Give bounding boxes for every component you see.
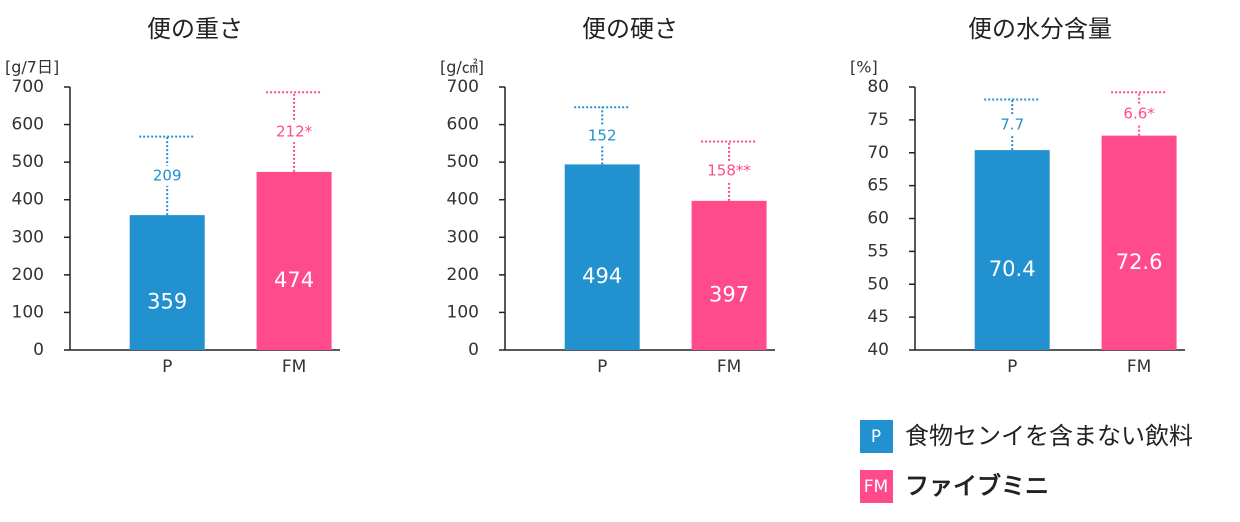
value-label: 70.4 <box>989 257 1036 281</box>
bar <box>564 164 640 350</box>
error-label-bg <box>1115 103 1164 124</box>
value-label: 72.6 <box>1116 250 1163 274</box>
bar <box>256 171 332 350</box>
y-tick-label: 60 <box>867 209 889 229</box>
y-axis-label: [%] <box>850 58 878 77</box>
y-axis-label: [g/㎠] <box>440 58 484 77</box>
legend-label: ファイブミニ <box>905 472 1049 500</box>
error-label: 158** <box>707 162 751 180</box>
y-tick-label: 400 <box>447 190 479 210</box>
x-tick-label: P <box>1007 357 1017 377</box>
error-label-bg <box>705 161 754 182</box>
error-label: 152 <box>588 126 617 144</box>
y-tick-label: 55 <box>867 241 889 261</box>
chart-title: 便の重さ <box>147 15 243 43</box>
bar <box>129 215 205 350</box>
y-tick-label: 0 <box>468 340 479 360</box>
legend-swatch <box>860 420 893 453</box>
error-label-bg <box>578 125 627 146</box>
error-label-bg <box>270 122 319 143</box>
y-tick-label: 75 <box>867 110 889 130</box>
y-tick-label: 45 <box>867 307 889 327</box>
value-label: 474 <box>274 268 314 292</box>
legend-swatch <box>860 470 893 503</box>
y-tick-label: 65 <box>867 176 889 196</box>
bar <box>1101 135 1177 350</box>
y-tick-label: 600 <box>447 115 479 135</box>
error-label: 7.7 <box>1000 115 1024 133</box>
y-tick-label: 40 <box>867 340 889 360</box>
value-label: 359 <box>147 290 187 314</box>
x-tick-label: P <box>162 357 172 377</box>
value-label: 397 <box>709 282 749 306</box>
y-tick-label: 70 <box>867 143 889 163</box>
x-tick-label: P <box>597 357 607 377</box>
x-tick-label: FM <box>1127 357 1151 377</box>
y-tick-label: 300 <box>447 227 479 247</box>
y-tick-label: 700 <box>447 77 479 97</box>
y-tick-label: 500 <box>12 152 44 172</box>
error-label-bg <box>988 114 1037 135</box>
y-tick-label: 80 <box>867 77 889 97</box>
y-tick-label: 400 <box>12 190 44 210</box>
value-label: 494 <box>582 264 622 288</box>
error-label: 212* <box>276 123 313 141</box>
y-tick-label: 300 <box>12 227 44 247</box>
x-tick-label: FM <box>282 357 306 377</box>
y-axis-label: [g/7日] <box>5 58 59 77</box>
legend-label: 食物センイを含まない飲料 <box>905 422 1193 450</box>
legend-key: FM <box>864 477 888 497</box>
error-label-bg <box>143 165 192 186</box>
y-tick-label: 200 <box>447 265 479 285</box>
chart-title: 便の水分含量 <box>968 15 1112 43</box>
error-label: 209 <box>153 166 182 184</box>
chart-title: 便の硬さ <box>582 15 678 43</box>
y-tick-label: 200 <box>12 265 44 285</box>
y-tick-label: 600 <box>12 115 44 135</box>
legend-key: P <box>871 427 881 447</box>
y-tick-label: 50 <box>867 274 889 294</box>
y-tick-label: 700 <box>12 77 44 97</box>
y-tick-label: 100 <box>447 302 479 322</box>
y-tick-label: 0 <box>33 340 44 360</box>
error-label: 6.6* <box>1123 104 1155 122</box>
y-tick-label: 500 <box>447 152 479 172</box>
bar <box>974 150 1050 350</box>
y-tick-label: 100 <box>12 302 44 322</box>
x-tick-label: FM <box>717 357 741 377</box>
bar <box>691 200 767 350</box>
